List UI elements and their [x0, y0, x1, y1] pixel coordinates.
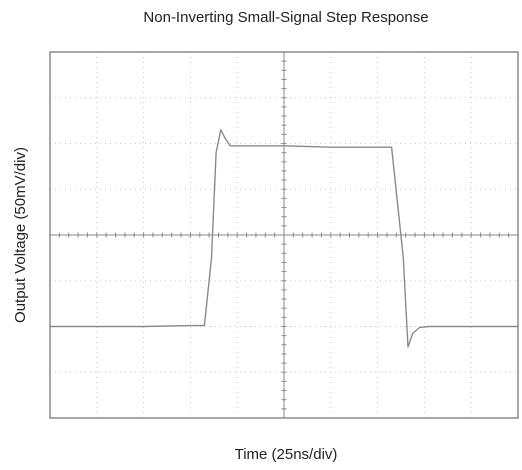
plot-frame	[49, 51, 519, 419]
chart-title: Non-Inverting Small-Signal Step Response	[143, 9, 429, 26]
center-axes	[50, 52, 518, 418]
x-axis-label: Time (25ns/div)	[234, 446, 338, 463]
step-response-trace	[50, 129, 518, 348]
